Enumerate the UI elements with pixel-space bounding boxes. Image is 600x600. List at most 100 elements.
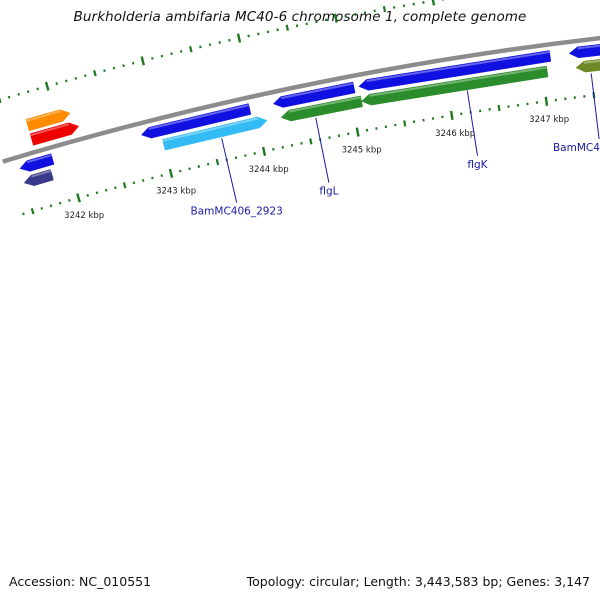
gene-arrow bbox=[272, 81, 356, 108]
gene-leader-line bbox=[590, 73, 600, 140]
outer-tick bbox=[228, 38, 231, 42]
inner-tick bbox=[132, 181, 136, 185]
gene-label: flgK bbox=[467, 159, 488, 171]
outer-tick bbox=[189, 45, 193, 53]
outer-tick bbox=[354, 13, 357, 16]
gene-label: BamMC406_2926 bbox=[553, 142, 600, 154]
inner-tick bbox=[206, 162, 210, 166]
tick-label: 3243 kbp bbox=[156, 187, 196, 197]
inner-tick bbox=[497, 104, 501, 112]
inner-tick bbox=[544, 96, 549, 106]
inner-tick bbox=[68, 199, 71, 202]
gene-label: flgL bbox=[319, 186, 338, 198]
outer-tick bbox=[93, 70, 97, 77]
outer-tick bbox=[7, 95, 11, 99]
outer-tick bbox=[266, 30, 270, 34]
gene-features bbox=[19, 44, 600, 186]
inner-tick bbox=[141, 179, 145, 182]
gene-arrow-highlight bbox=[369, 66, 547, 97]
gene-arrow bbox=[25, 109, 71, 132]
inner-tick bbox=[197, 165, 201, 168]
inner-tick bbox=[114, 186, 117, 190]
gene-arrow bbox=[140, 103, 252, 139]
outer-tick bbox=[64, 79, 68, 83]
gene-arrow bbox=[19, 153, 55, 172]
outer-tick bbox=[140, 56, 145, 66]
gene-arrow-highlight bbox=[366, 51, 550, 82]
inner-tick bbox=[168, 168, 174, 178]
inner-tick bbox=[22, 212, 25, 216]
outer-tick bbox=[218, 41, 221, 44]
outer-tick bbox=[236, 33, 242, 43]
inner-tick bbox=[122, 182, 127, 189]
gene-arrow bbox=[358, 50, 552, 91]
gene-arrow-highlight bbox=[288, 96, 361, 113]
inner-tick bbox=[160, 174, 163, 178]
page-title: Burkholderia ambifaria MC40-6 chromosome… bbox=[73, 9, 527, 25]
outer-tick bbox=[17, 92, 20, 96]
gene-leader-line bbox=[221, 138, 238, 203]
inner-tick bbox=[355, 127, 360, 137]
outer-tick bbox=[131, 61, 135, 65]
inner-tick bbox=[95, 191, 99, 195]
inner-tick bbox=[290, 143, 294, 147]
gene-arrow-highlight bbox=[280, 82, 354, 100]
tick-labels: 3242 kbp 3243 kbp 3244 kbp 3245 kbp 3246 kbp… bbox=[64, 115, 569, 221]
outer-tick bbox=[170, 52, 173, 56]
outer-tick bbox=[247, 34, 250, 38]
tick-label: 3244 kbp bbox=[249, 165, 289, 175]
chromosome-backbone bbox=[2, 35, 600, 164]
outer-tick bbox=[333, 13, 338, 23]
gene-labels: BamMC406_2923flgLflgKBamMC406_2926flgJ bbox=[191, 73, 600, 218]
tick-label: 3242 kbp bbox=[64, 211, 104, 221]
outer-tick bbox=[112, 66, 116, 70]
inner-tick bbox=[449, 110, 454, 120]
inner-tick bbox=[49, 204, 53, 208]
gene-arrow-highlight bbox=[26, 154, 52, 164]
outer-tick bbox=[84, 74, 87, 78]
outer-tick bbox=[151, 57, 154, 60]
inner-tick bbox=[403, 120, 407, 127]
outer-tick bbox=[36, 87, 39, 91]
inner-tick bbox=[40, 207, 44, 210]
gene-arrow-highlight bbox=[31, 169, 52, 178]
outer-tick bbox=[431, 0, 436, 6]
inner-tick bbox=[253, 152, 256, 155]
inner-tick bbox=[179, 169, 182, 173]
gene-arrow-highlight bbox=[30, 123, 70, 137]
gene-arrow bbox=[575, 59, 600, 73]
inner-tick bbox=[86, 193, 90, 197]
gene-arrow bbox=[23, 169, 54, 186]
outer-tick-marks bbox=[0, 0, 445, 103]
inner-tick bbox=[58, 201, 62, 205]
outer-tick bbox=[257, 32, 260, 36]
accession-text: Accession: NC_010551 bbox=[9, 574, 152, 589]
outer-tick bbox=[74, 76, 78, 80]
gene-arrow bbox=[361, 65, 549, 106]
outer-tick bbox=[344, 14, 347, 18]
inner-tick bbox=[76, 193, 81, 203]
inner-tick bbox=[272, 147, 275, 151]
gene-arrow-highlight bbox=[162, 117, 258, 142]
inner-tick bbox=[309, 138, 313, 145]
outer-tick bbox=[208, 43, 212, 47]
outer-tick bbox=[26, 90, 30, 94]
tick-label: 3247 kbp bbox=[529, 115, 569, 125]
inner-tick bbox=[281, 145, 284, 149]
inner-tick bbox=[215, 158, 220, 166]
gene-label: BamMC406_2923 bbox=[191, 206, 283, 218]
inner-tick bbox=[188, 167, 191, 171]
topology-text: Topology: circular; Length: 3,443,583 bp… bbox=[246, 574, 590, 589]
inner-tick bbox=[365, 128, 369, 132]
outer-tick bbox=[0, 97, 2, 103]
inner-tick bbox=[104, 188, 108, 192]
tick-label: 3246 kbp bbox=[435, 129, 475, 139]
tick-label: 3245 kbp bbox=[342, 146, 382, 156]
inner-tick-marks bbox=[22, 92, 596, 216]
gene-arrow-highlight bbox=[148, 104, 250, 130]
outer-tick bbox=[122, 64, 125, 68]
outer-tick bbox=[382, 5, 387, 13]
inner-tick bbox=[328, 136, 331, 140]
inner-tick bbox=[151, 176, 154, 180]
